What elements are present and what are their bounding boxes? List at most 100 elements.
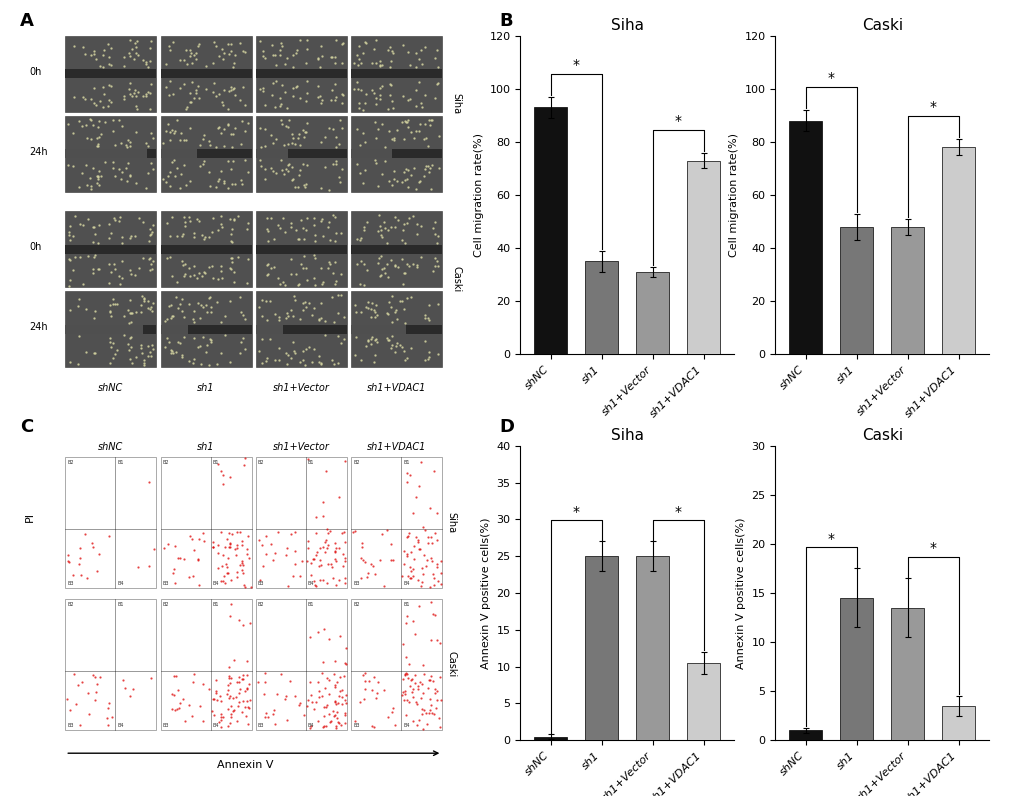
Bar xyxy=(585,261,618,354)
Text: B4: B4 xyxy=(117,724,123,728)
Bar xyxy=(65,599,156,730)
Text: *: * xyxy=(573,58,579,72)
Text: PI: PI xyxy=(24,513,35,522)
Bar xyxy=(65,115,156,192)
Text: shNC: shNC xyxy=(98,442,123,451)
Bar xyxy=(256,211,346,287)
Text: 24h: 24h xyxy=(30,322,48,332)
Text: Annexin V: Annexin V xyxy=(216,759,273,770)
Bar xyxy=(687,161,719,354)
Text: C: C xyxy=(20,418,34,436)
Bar xyxy=(840,227,872,354)
Text: A: A xyxy=(20,12,35,30)
Text: B2: B2 xyxy=(258,603,264,607)
Bar xyxy=(161,325,252,334)
Text: B2: B2 xyxy=(258,460,264,466)
Text: *: * xyxy=(929,100,935,115)
Bar xyxy=(351,291,442,367)
Text: B3: B3 xyxy=(258,582,264,587)
Text: sh1+Vector: sh1+Vector xyxy=(273,442,329,451)
Bar xyxy=(351,599,442,730)
Bar xyxy=(256,69,346,78)
Bar xyxy=(534,107,567,354)
Text: 0h: 0h xyxy=(30,242,42,252)
Bar xyxy=(636,272,668,354)
Text: B4: B4 xyxy=(403,582,410,587)
Bar xyxy=(789,121,821,354)
Text: Siha: Siha xyxy=(446,512,457,533)
Bar xyxy=(351,325,442,334)
Text: B4: B4 xyxy=(212,582,219,587)
Text: B1: B1 xyxy=(403,603,410,607)
Bar xyxy=(65,211,156,287)
Text: B2: B2 xyxy=(162,460,169,466)
Bar xyxy=(65,291,156,367)
Title: Siha: Siha xyxy=(610,18,643,33)
Bar xyxy=(256,291,346,367)
Bar xyxy=(840,598,872,740)
Title: Siha: Siha xyxy=(610,428,643,443)
Title: Caski: Caski xyxy=(861,428,902,443)
Text: B3: B3 xyxy=(162,582,169,587)
Text: Siha: Siha xyxy=(450,93,461,114)
Text: B1: B1 xyxy=(403,460,410,466)
Text: *: * xyxy=(929,541,935,556)
Text: B3: B3 xyxy=(67,582,73,587)
Y-axis label: Annexin V positive cells(%): Annexin V positive cells(%) xyxy=(735,517,745,669)
Text: B1: B1 xyxy=(117,460,123,466)
Bar xyxy=(351,149,442,158)
Bar xyxy=(687,663,719,740)
Bar xyxy=(891,227,923,354)
Text: sh1: sh1 xyxy=(197,442,215,451)
Text: B4: B4 xyxy=(308,724,314,728)
Text: B3: B3 xyxy=(353,582,360,587)
Bar xyxy=(942,147,974,354)
Y-axis label: Cell migration rate(%): Cell migration rate(%) xyxy=(474,133,483,257)
Text: B1: B1 xyxy=(212,460,219,466)
Bar xyxy=(256,115,346,192)
Text: B2: B2 xyxy=(67,460,73,466)
Bar xyxy=(161,244,252,254)
Bar xyxy=(161,291,252,367)
Bar xyxy=(256,599,346,730)
Bar xyxy=(256,325,283,334)
Text: B1: B1 xyxy=(212,603,219,607)
Text: B1: B1 xyxy=(308,460,314,466)
Text: B4: B4 xyxy=(403,724,410,728)
FancyArrowPatch shape xyxy=(68,751,437,755)
Text: sh1+VDAC1: sh1+VDAC1 xyxy=(367,383,426,393)
Bar xyxy=(351,69,442,78)
Bar xyxy=(161,599,252,730)
Bar xyxy=(789,731,821,740)
Bar xyxy=(636,556,668,740)
Bar xyxy=(351,325,406,334)
Bar xyxy=(891,608,923,740)
Bar xyxy=(161,115,252,192)
Text: B1: B1 xyxy=(117,603,123,607)
Text: B4: B4 xyxy=(212,724,219,728)
Text: B2: B2 xyxy=(353,603,360,607)
Text: B1: B1 xyxy=(308,603,314,607)
Bar xyxy=(256,149,346,158)
Bar xyxy=(351,149,392,158)
Text: Caski: Caski xyxy=(450,266,461,292)
Text: B3: B3 xyxy=(258,724,264,728)
Bar xyxy=(585,556,618,740)
Text: B3: B3 xyxy=(353,724,360,728)
Bar xyxy=(161,36,252,111)
Bar xyxy=(351,115,442,192)
Text: sh1+Vector: sh1+Vector xyxy=(273,383,329,393)
Bar xyxy=(161,149,252,158)
Text: Caski: Caski xyxy=(446,651,457,677)
Text: *: * xyxy=(827,532,834,545)
Text: 24h: 24h xyxy=(30,146,48,157)
Bar xyxy=(256,457,346,588)
Bar xyxy=(351,457,442,588)
Bar xyxy=(351,244,442,254)
Text: B3: B3 xyxy=(67,724,73,728)
Text: B2: B2 xyxy=(353,460,360,466)
Bar xyxy=(351,36,442,111)
Text: sh1+VDAC1: sh1+VDAC1 xyxy=(367,442,426,451)
Bar xyxy=(65,325,143,334)
Text: B3: B3 xyxy=(162,724,169,728)
